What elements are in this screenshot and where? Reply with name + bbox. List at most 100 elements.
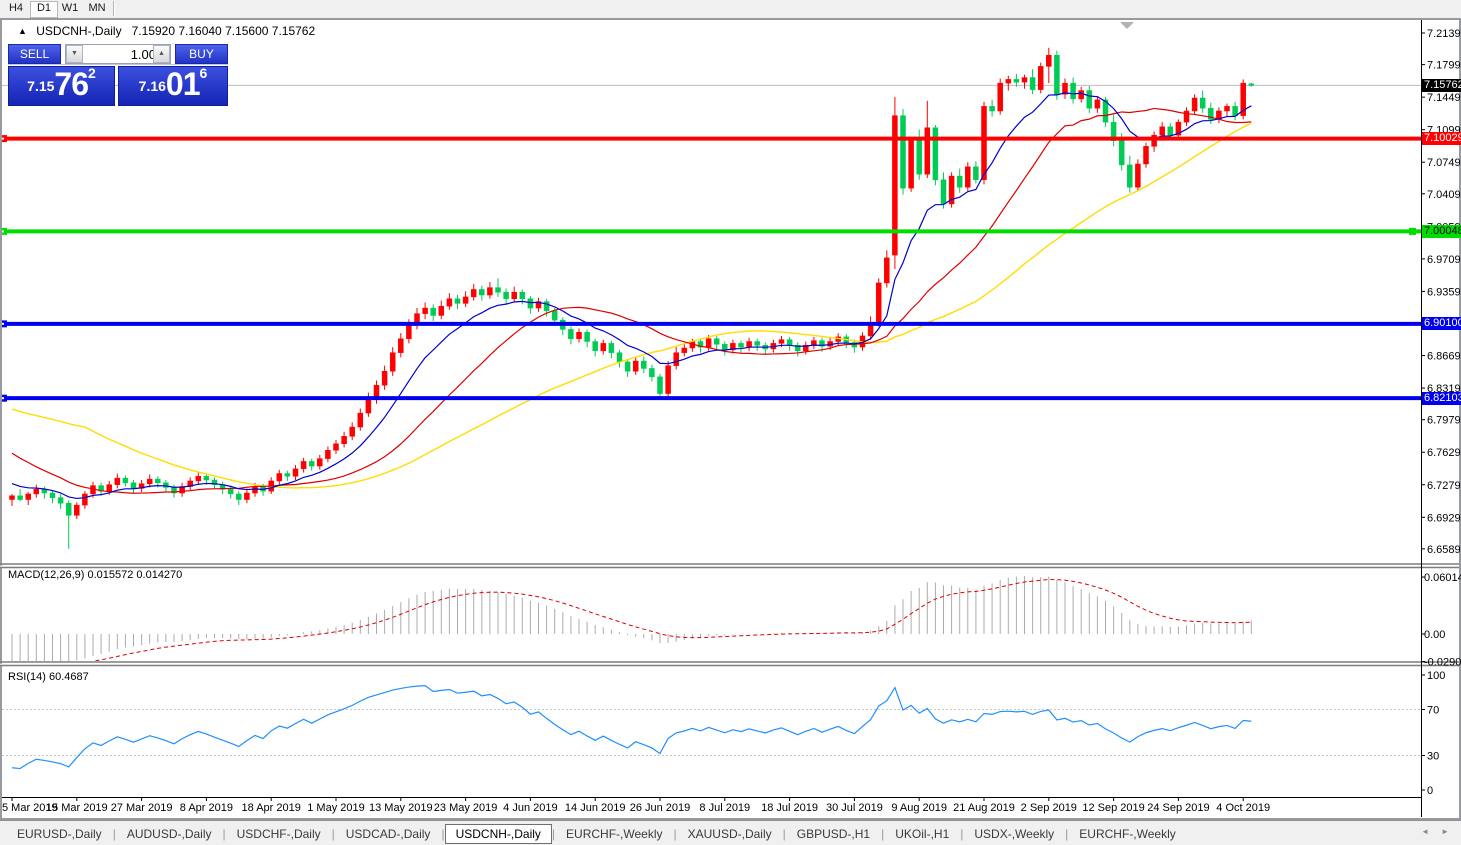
candle-down	[657, 376, 663, 394]
price-axis-label: 6.86690	[1427, 351, 1461, 363]
tab-audusd-daily[interactable]: AUDUSD-,Daily	[126, 826, 212, 841]
candle-down	[1102, 99, 1109, 123]
ma-slow-line	[11, 122, 1252, 489]
candle-up	[778, 339, 785, 344]
candle-up	[349, 426, 355, 437]
tab-usdcad-daily[interactable]: USDCAD-,Daily	[345, 826, 431, 841]
tab-gbpusd-h1[interactable]: GBPUSD-,H1	[796, 826, 871, 841]
candle-up	[74, 504, 80, 516]
candle-down	[479, 289, 485, 296]
candle-up	[325, 450, 331, 459]
time-axis-label: 24 Sep 2019	[1147, 802, 1209, 814]
price-axis-label: 7.07490	[1427, 157, 1461, 169]
macd-axis-label: 0.00	[1424, 629, 1445, 641]
tabs-scroll-right-icon[interactable]: ►	[1441, 827, 1449, 836]
tab-separator: |	[112, 826, 116, 841]
candle-down	[989, 106, 995, 112]
timeframe-button-d1[interactable]: D1	[30, 1, 58, 18]
line-left-marker-dot	[2, 230, 4, 233]
tab-usdchf-daily[interactable]: USDCHF-,Daily	[236, 826, 321, 841]
candle-down	[163, 482, 169, 488]
candle-down	[454, 298, 461, 304]
level-price-tag: 7.00048	[1422, 224, 1461, 238]
sell-price-big: 76	[54, 66, 89, 102]
time-axis-label: 13 May 2019	[369, 802, 433, 814]
buy-price-big: 01	[165, 66, 201, 102]
candle-down	[1013, 79, 1020, 83]
macd-axis-label: 0.060146	[1424, 572, 1461, 584]
chart-shift-marker-icon[interactable]	[1120, 22, 1134, 29]
tab-eurchf-weekly[interactable]: EURCHF-,Weekly	[1079, 826, 1176, 841]
candle-down	[1110, 121, 1117, 141]
buy-button[interactable]: BUY	[175, 44, 228, 64]
candle-down	[1208, 107, 1214, 120]
line-left-marker	[2, 227, 7, 235]
volume-stepper: ▼ ▲	[65, 44, 171, 64]
rsi-axis-label: 70	[1427, 705, 1439, 717]
candle-down	[584, 331, 590, 342]
level-price-tag: 7.10029	[1422, 132, 1461, 146]
candle-down	[57, 497, 64, 504]
candle-down	[722, 344, 728, 351]
candle-down	[819, 340, 825, 347]
time-axis-label: 18 Jul 2019	[761, 802, 818, 814]
candle-down	[592, 341, 598, 352]
volume-decrease-icon[interactable]: ▼	[66, 45, 83, 63]
price-axis-label: 7.04090	[1427, 189, 1461, 201]
candle-down	[1248, 83, 1255, 86]
timeframe-button-h4[interactable]: H4	[8, 2, 24, 14]
time-axis-label: 18 Apr 2019	[242, 802, 301, 814]
sell-price-box[interactable]: 7.15762	[8, 65, 115, 106]
candle-up	[381, 371, 388, 386]
candle-down	[519, 292, 526, 300]
rsi-axis-label: 0	[1427, 785, 1433, 797]
candle-up	[576, 331, 582, 339]
candle-down	[155, 478, 161, 484]
timeframe-button-w1[interactable]: W1	[61, 2, 79, 14]
tab-eurusd-daily[interactable]: EURUSD-,Daily	[17, 826, 102, 841]
candle-up	[1240, 82, 1246, 116]
volume-input[interactable]	[84, 45, 159, 63]
candle-up	[924, 127, 931, 175]
candle-down	[430, 307, 436, 316]
chart-ohlc-values: 7.15920 7.16040 7.15600 7.15762	[131, 24, 316, 38]
time-axis-label: 21 Aug 2019	[953, 802, 1015, 814]
candle-down	[786, 339, 793, 346]
tab-separator: |	[441, 826, 445, 841]
candle-up	[300, 461, 307, 470]
time-axis-label: 4 Jun 2019	[503, 802, 557, 814]
collapse-panel-icon[interactable]: ▲	[18, 26, 27, 36]
buy-price-small: 7.16	[138, 78, 166, 94]
candle-up	[25, 493, 31, 500]
tab-xauusd-daily[interactable]: XAUUSD-,Daily	[687, 826, 772, 841]
candle-up	[600, 343, 607, 352]
buy-price-box[interactable]: 7.16016	[118, 65, 228, 106]
candle-up	[511, 292, 517, 300]
price-axis-label: 6.72790	[1427, 480, 1461, 492]
candle-down	[754, 341, 760, 346]
tab-usdcnh-daily[interactable]: USDCNH-,Daily	[444, 823, 552, 844]
sell-button[interactable]: SELL	[8, 44, 61, 64]
candle-up	[1151, 134, 1157, 147]
tabs-scroll-left-icon[interactable]: ◄	[1421, 827, 1429, 836]
line-left-marker	[2, 135, 7, 143]
candle-up	[1143, 146, 1149, 165]
volume-increase-icon[interactable]: ▲	[153, 45, 170, 63]
candle-up	[665, 365, 671, 394]
candle-up	[730, 343, 736, 351]
level-price-tag: 6.82103	[1422, 391, 1461, 405]
tab-separator: |	[1065, 826, 1069, 841]
timeframe-button-mn[interactable]: MN	[88, 2, 106, 14]
tab-usdx-weekly[interactable]: USDX-,Weekly	[974, 826, 1055, 841]
candle-down	[940, 179, 947, 205]
tab-eurchf-weekly[interactable]: EURCHF-,Weekly	[566, 826, 663, 841]
candle-up	[276, 473, 283, 482]
candle-down	[130, 482, 137, 489]
candle-down	[211, 479, 218, 485]
sell-price-sup: 2	[88, 65, 96, 81]
macd-indicator-label: MACD(12,26,9) 0.015572 0.014270	[8, 569, 183, 581]
tab-ukoil-h1[interactable]: UKOil-,H1	[895, 826, 950, 841]
candle-down	[641, 360, 647, 369]
